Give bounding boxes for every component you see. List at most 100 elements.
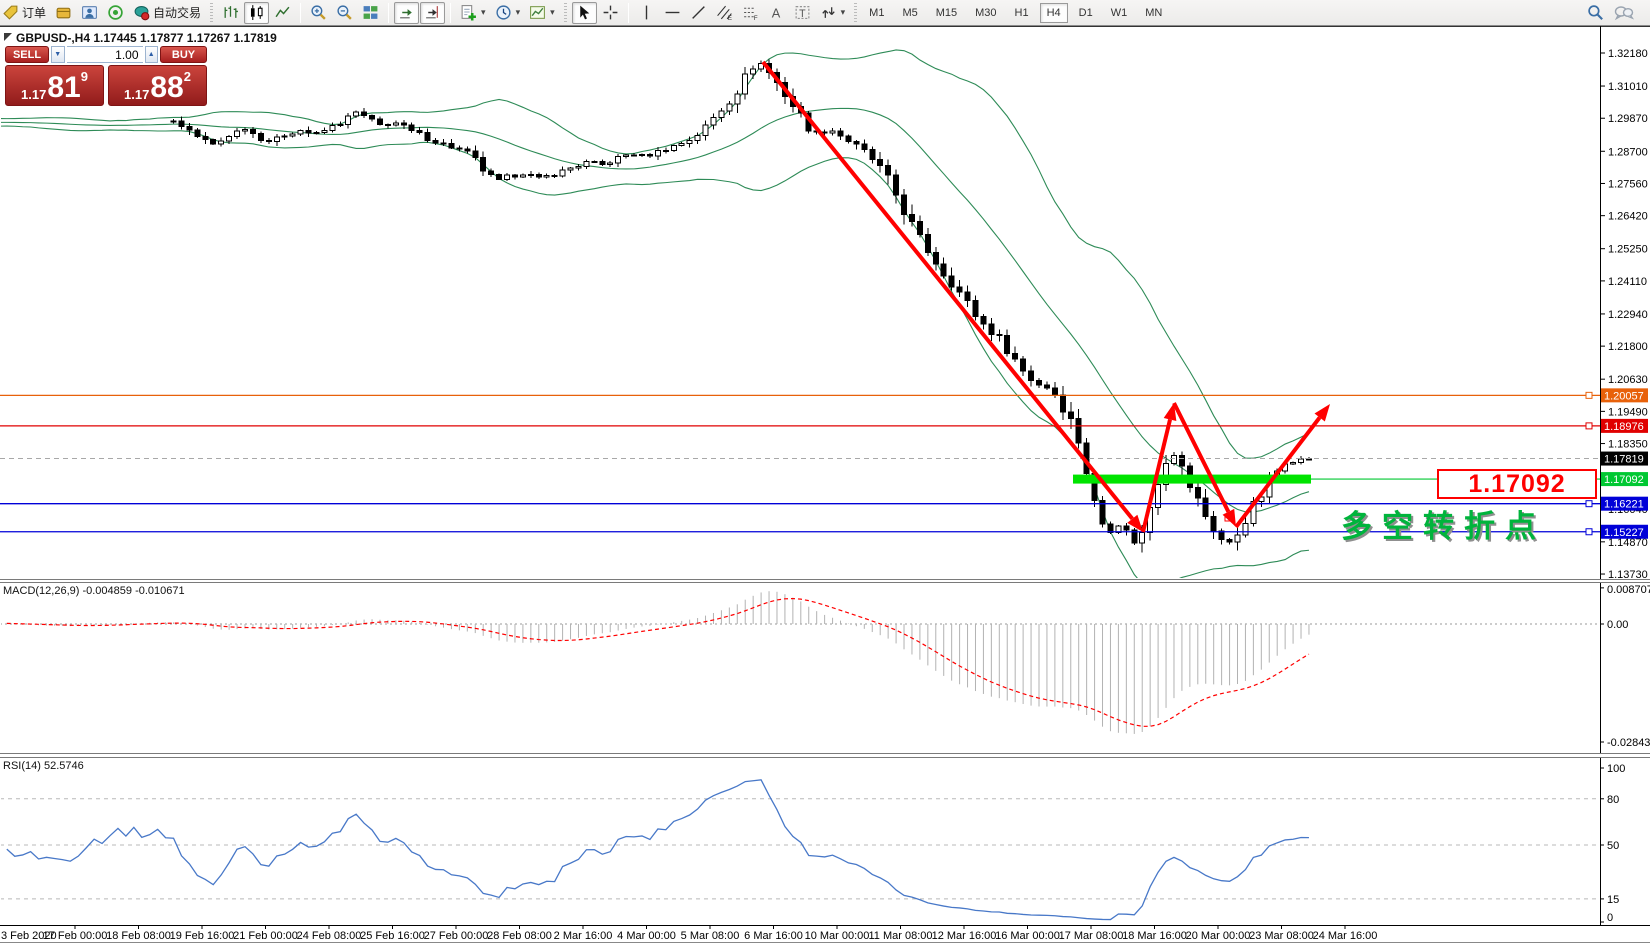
bar-chart-icon — [224, 6, 238, 18]
panel-splitter[interactable] — [0, 753, 1650, 758]
vertical-line-tool-button[interactable] — [634, 2, 659, 24]
timeframe-H1[interactable]: H1 — [1014, 6, 1029, 19]
toolbar-grip[interactable] — [853, 2, 859, 23]
svg-text:6 Mar 16:00: 6 Mar 16:00 — [744, 930, 803, 942]
sell-price-display[interactable]: 1.17 81 9 — [5, 65, 104, 106]
svg-text:E: E — [727, 15, 731, 21]
indicators-caret-icon[interactable]: ▾ — [481, 7, 486, 17]
line-anchor-square[interactable] — [1585, 500, 1593, 508]
sell-button[interactable]: SELL — [5, 46, 49, 63]
bar-chart-mode-button[interactable] — [218, 2, 243, 24]
templates-caret-icon[interactable]: ▾ — [550, 7, 555, 17]
crosshair-tool-button[interactable] — [598, 2, 623, 24]
autotrading-label: 自动交易 — [153, 6, 202, 20]
svg-text:25 Feb 16:00: 25 Feb 16:00 — [360, 930, 425, 942]
chinese-annotation-text[interactable]: 多空转折点 — [1341, 509, 1546, 544]
price-tag-1.16221 — [1601, 496, 1648, 511]
buy-button[interactable]: BUY — [160, 46, 207, 63]
buy-price-display[interactable]: 1.17 88 2 — [108, 65, 207, 106]
volume-down-button[interactable]: ▼ — [51, 46, 65, 63]
channel-tool-button[interactable]: E — [712, 2, 737, 24]
fibonacci-tool-button[interactable]: F — [738, 2, 763, 24]
line-anchor-square[interactable] — [1585, 422, 1593, 430]
arrow-anchor-square[interactable] — [1224, 513, 1233, 522]
periods-button[interactable]: ▾ — [491, 2, 525, 24]
autotrading-button[interactable]: 自动交易 — [129, 2, 205, 24]
main-toolbar: 订单 自动交易 ▾ ▾ — [0, 0, 1650, 26]
price-tag-1.18976 — [1601, 418, 1648, 433]
zoom-in-button[interactable] — [306, 2, 331, 24]
support-zone-bar[interactable] — [1073, 474, 1311, 484]
svg-text:15: 15 — [1607, 894, 1619, 906]
sell-price-sup: 9 — [80, 69, 88, 84]
svg-text:17 Feb 00:00: 17 Feb 00:00 — [43, 930, 108, 942]
timeframe-M15[interactable]: M15 — [935, 6, 958, 19]
line-chart-mode-button[interactable] — [270, 2, 295, 24]
svg-text:10 Mar 00:00: 10 Mar 00:00 — [805, 930, 870, 942]
price-scale[interactable]: 1.32180 1.31010 1.29870 1.28700 1.27560 1.264… — [1600, 48, 1650, 924]
svg-text:1.31010: 1.31010 — [1608, 81, 1648, 93]
timeframe-M5[interactable]: M5 — [902, 6, 918, 19]
svg-text:1.13730: 1.13730 — [1608, 569, 1648, 581]
horizontal-line-tool-button[interactable] — [660, 2, 685, 24]
svg-text:100: 100 — [1607, 763, 1625, 775]
svg-text:1.22940: 1.22940 — [1608, 309, 1648, 321]
price-tag-1.17092 — [1601, 472, 1648, 487]
svg-text:1.28700: 1.28700 — [1608, 146, 1648, 158]
svg-text:1.18350: 1.18350 — [1608, 439, 1648, 451]
market-watch-button[interactable] — [51, 2, 76, 24]
strategy-tester-button[interactable] — [77, 2, 102, 24]
sell-price-prefix: 1.17 — [21, 87, 47, 102]
periods-caret-icon[interactable]: ▾ — [515, 7, 521, 17]
trend-arrows[interactable] — [761, 60, 1330, 533]
panel-splitter[interactable] — [0, 579, 1650, 583]
one-click-collapse-icon[interactable] — [4, 33, 12, 41]
timeframe-M30[interactable]: M30 — [975, 6, 997, 19]
chat-icon[interactable] — [1614, 4, 1634, 21]
auto-scroll-button[interactable] — [394, 1, 420, 24]
level-price-callout[interactable]: 1.17092 — [1437, 469, 1597, 499]
timeframe-H4[interactable]: H4 — [1039, 2, 1068, 23]
candlestick-mode-button[interactable] — [244, 1, 270, 24]
timeframe-MN[interactable]: MN — [1145, 6, 1163, 19]
svg-text:20 Mar 00:00: 20 Mar 00:00 — [1186, 930, 1251, 942]
text-tool-button[interactable]: A — [764, 2, 789, 24]
auto-scroll-icon — [400, 9, 412, 19]
arrows-tool-button[interactable]: ▾ — [816, 2, 850, 24]
cursor-tool-button[interactable] — [571, 1, 597, 24]
svg-text:16 Mar 00:00: 16 Mar 00:00 — [995, 930, 1060, 942]
tester-icon — [82, 6, 97, 19]
svg-text:5 Mar 08:00: 5 Mar 08:00 — [681, 930, 740, 942]
new-order-button[interactable]: 订单 — [0, 2, 50, 24]
zoom-out-button[interactable] — [332, 2, 357, 24]
svg-text:F: F — [753, 15, 757, 21]
svg-text:11 Mar 08:00: 11 Mar 08:00 — [868, 930, 932, 942]
chart-shift-button[interactable] — [420, 1, 446, 24]
signals-button[interactable] — [103, 2, 128, 24]
timeframe-W1[interactable]: W1 — [1110, 6, 1128, 19]
chart-canvas[interactable]: 1.32180 1.31010 1.29870 1.28700 1.27560 1.264… — [0, 26, 1650, 943]
tile-windows-button[interactable] — [358, 2, 383, 24]
indicators-add-icon — [461, 5, 476, 21]
line-anchor-square[interactable] — [1585, 391, 1593, 399]
toolbar-grip[interactable] — [209, 2, 215, 23]
svg-text:18 Mar 16:00: 18 Mar 16:00 — [1122, 930, 1187, 942]
svg-text:12 Mar 16:00: 12 Mar 16:00 — [932, 930, 997, 942]
fibonacci-icon: F — [743, 7, 757, 21]
indicators-button[interactable]: ▾ — [456, 2, 490, 24]
templates-button[interactable]: ▾ — [525, 2, 559, 24]
toolbar-grip[interactable] — [562, 2, 568, 23]
text-label-tool-button[interactable]: T — [790, 2, 815, 24]
volume-up-button[interactable]: ▲ — [144, 46, 158, 63]
svg-text:3 Feb 2020: 3 Feb 2020 — [1, 930, 57, 942]
chart-window[interactable]: 1.32180 1.31010 1.29870 1.28700 1.27560 1.264… — [0, 26, 1650, 943]
arrows-caret-icon[interactable]: ▾ — [840, 7, 846, 17]
trendline-tool-button[interactable] — [686, 2, 711, 24]
search-icon[interactable] — [1587, 4, 1604, 21]
timeframe-M1[interactable]: M1 — [869, 6, 885, 19]
volume-input[interactable] — [66, 46, 143, 63]
timeframe-D1[interactable]: D1 — [1078, 6, 1093, 19]
line-anchor-square[interactable] — [1585, 528, 1593, 536]
book-icon — [56, 7, 71, 19]
